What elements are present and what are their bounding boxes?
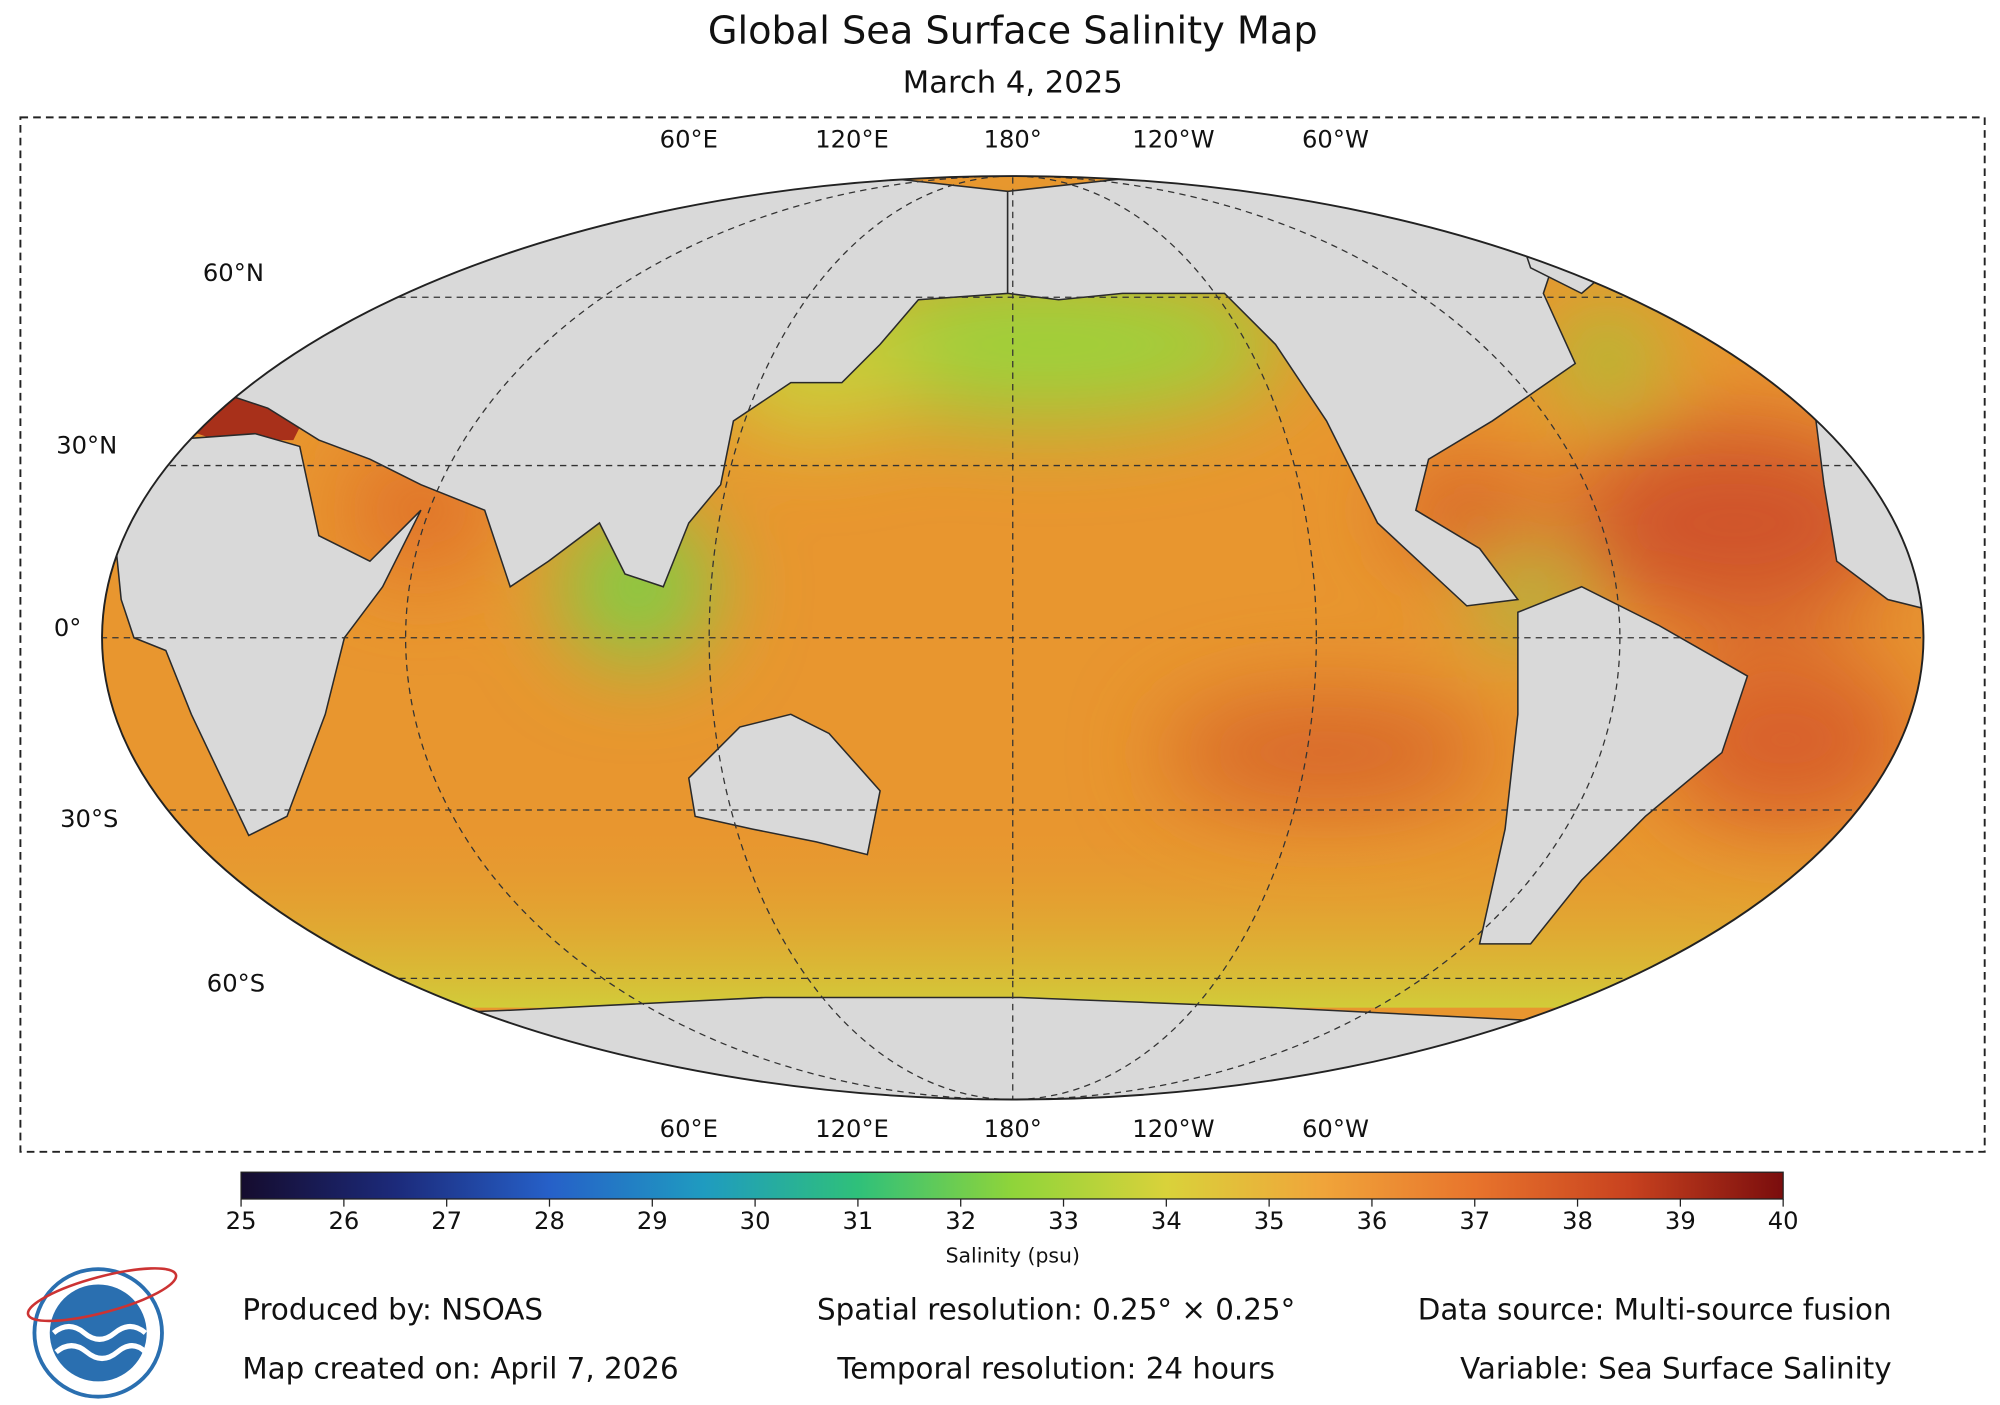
colorbar-tick-label: 38 (1562, 1207, 1593, 1235)
colorbar-tick-label: 30 (740, 1207, 771, 1235)
colorbar-tick-label: 32 (945, 1207, 976, 1235)
subtitle: March 4, 2025 (903, 66, 1123, 101)
footer-text: Produced by: NSOAS (242, 1293, 543, 1327)
footer-text: Variable: Sea Surface Salinity (1460, 1351, 1891, 1385)
colorbar-tick-label: 29 (637, 1207, 668, 1235)
antarctica (254, 996, 1787, 1100)
lat-label: 30°N (56, 431, 117, 459)
colorbar-tick-label: 37 (1459, 1207, 1490, 1235)
colorbar-tick-label: 31 (842, 1207, 873, 1235)
map-outline (101, 175, 1925, 1101)
lat-label: 60°S (207, 970, 265, 998)
colorbar-tick-label: 33 (1048, 1207, 1079, 1235)
lon-label: 60°W (1302, 1115, 1369, 1143)
footer-text: Map created on: April 7, 2026 (242, 1351, 678, 1385)
colorbar-tick-label: 36 (1357, 1207, 1388, 1235)
colorbar-tick-label: 27 (431, 1207, 462, 1235)
colorbar-tick-label: 34 (1151, 1207, 1182, 1235)
colorbar-tick-label: 39 (1665, 1207, 1696, 1235)
lon-label: 60°E (660, 1115, 718, 1143)
footer-text: Data source: Multi-source fusion (1418, 1293, 1892, 1327)
footer-text: Spatial resolution: 0.25° × 0.25° (817, 1293, 1295, 1327)
colorbar-label: Salinity (psu) (946, 1243, 1080, 1267)
lon-label: 180° (984, 1115, 1042, 1143)
lat-label: 30°S (60, 805, 118, 833)
lon-label: 60°W (1302, 125, 1369, 153)
lat-label: 0° (54, 614, 82, 642)
colorbar (240, 1171, 1784, 1200)
lon-label: 120°W (1132, 125, 1214, 153)
colorbar-tick-label: 25 (226, 1207, 257, 1235)
colorbar-tick-label: 35 (1254, 1207, 1285, 1235)
title: Global Sea Surface Salinity Map (708, 9, 1318, 54)
colorbar-tick-label: 28 (534, 1207, 565, 1235)
logo (26, 1267, 178, 1399)
lat-label: 60°N (203, 259, 264, 287)
lon-label: 120°E (815, 1115, 889, 1143)
australia (687, 713, 881, 856)
footer-text: Temporal resolution: 24 hours (836, 1351, 1275, 1385)
graticule (102, 176, 1924, 1100)
lon-label: 120°E (815, 125, 889, 153)
lon-label: 60°E (660, 125, 718, 153)
map (102, 176, 1924, 1100)
map-frame (19, 116, 1986, 1153)
lon-label: 120°W (1132, 1115, 1214, 1143)
colorbar-tick-label: 40 (1768, 1207, 1799, 1235)
colorbar-tick-label: 26 (328, 1207, 359, 1235)
lon-label: 180° (984, 125, 1042, 153)
